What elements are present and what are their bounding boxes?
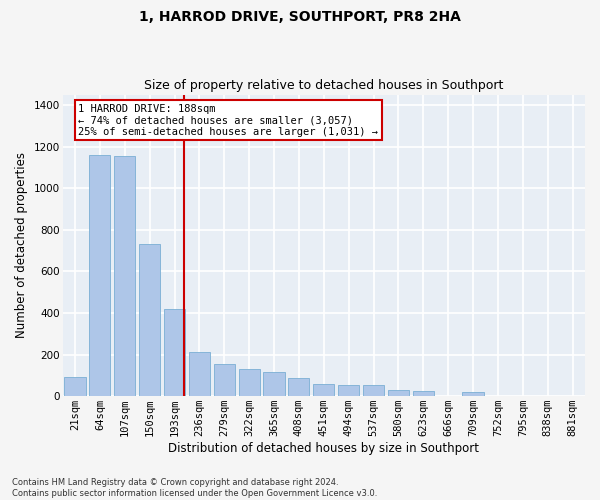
Bar [313,384,334,396]
Bar [363,384,384,396]
Bar [338,384,359,396]
Y-axis label: Number of detached properties: Number of detached properties [15,152,28,338]
Bar [139,244,160,396]
Bar [189,352,210,396]
Bar [388,390,409,396]
Bar [164,309,185,396]
Bar [413,391,434,396]
Bar [214,364,235,396]
Text: 1, HARROD DRIVE, SOUTHPORT, PR8 2HA: 1, HARROD DRIVE, SOUTHPORT, PR8 2HA [139,10,461,24]
Bar [289,378,310,396]
Bar [463,392,484,396]
Bar [89,155,110,396]
X-axis label: Distribution of detached houses by size in Southport: Distribution of detached houses by size … [168,442,479,455]
Bar [239,369,260,396]
Text: Contains HM Land Registry data © Crown copyright and database right 2024.
Contai: Contains HM Land Registry data © Crown c… [12,478,377,498]
Bar [64,378,86,396]
Bar [114,156,136,396]
Text: 1 HARROD DRIVE: 188sqm
← 74% of detached houses are smaller (3,057)
25% of semi-: 1 HARROD DRIVE: 188sqm ← 74% of detached… [78,104,378,137]
Bar [263,372,284,396]
Title: Size of property relative to detached houses in Southport: Size of property relative to detached ho… [144,79,503,92]
